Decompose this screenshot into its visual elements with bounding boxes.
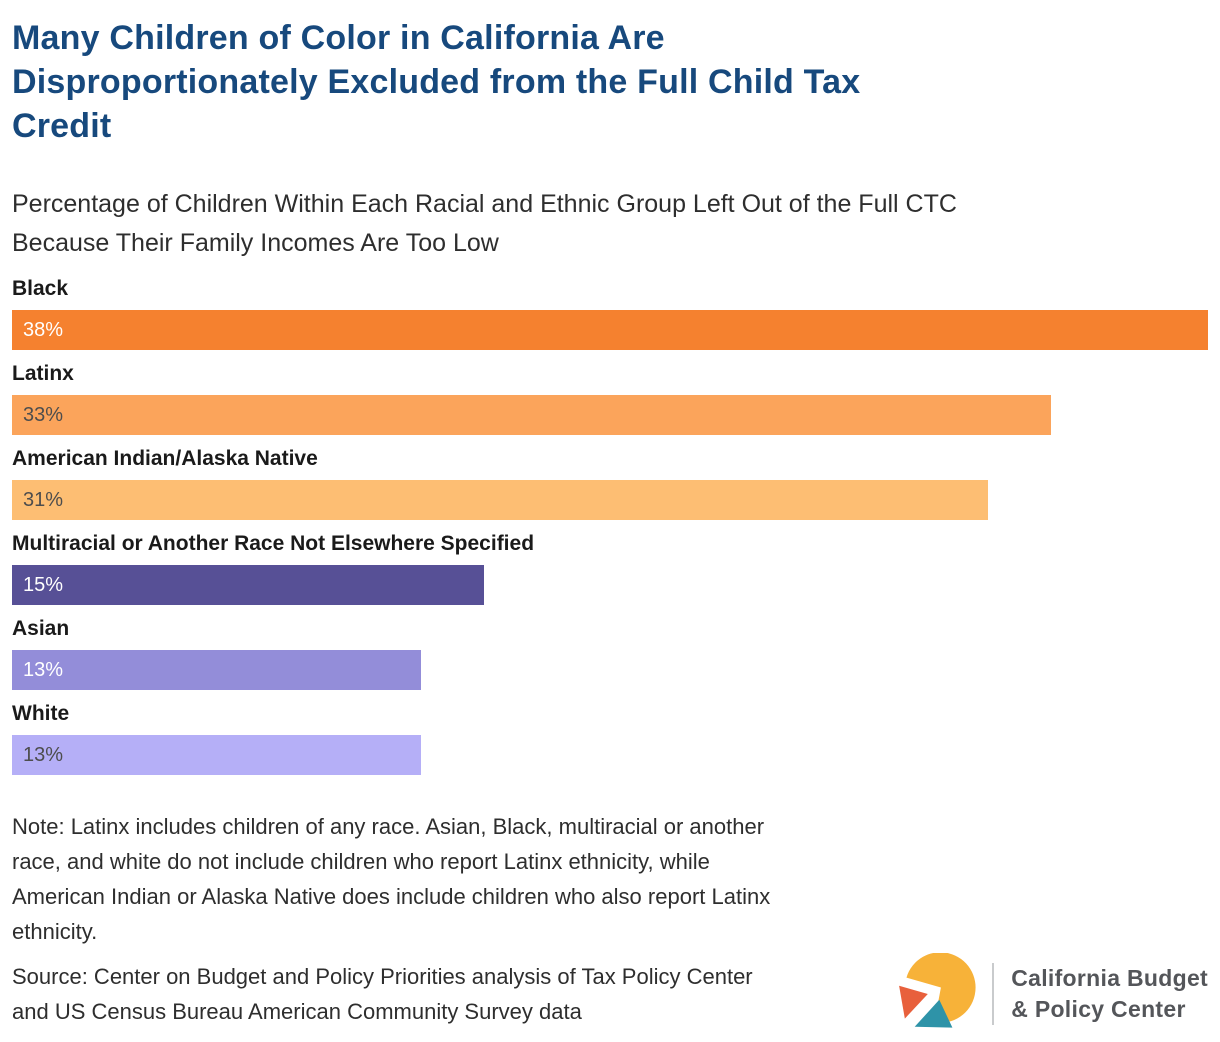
category-label: Multiracial or Another Race Not Elsewher… bbox=[12, 532, 535, 555]
category-label: Asian bbox=[12, 617, 70, 640]
bar-chart: Black 38% Latinx 33% American Indian/Alaska … bbox=[12, 276, 1208, 775]
category-label: Black bbox=[12, 277, 69, 300]
source-text: Source: Center on Budget and Policy Prio… bbox=[12, 964, 753, 1024]
category-label: American Indian/Alaska Native bbox=[12, 447, 318, 470]
value-label: 13% bbox=[23, 658, 64, 681]
bar-row: American Indian/Alaska Native 31% bbox=[12, 446, 1208, 520]
bar: 15% bbox=[12, 565, 485, 605]
logo-divider bbox=[992, 963, 995, 1025]
value-label: 13% bbox=[23, 743, 64, 766]
bar: 13% bbox=[12, 650, 422, 690]
bar: 13% bbox=[12, 735, 422, 775]
bar-row: White 13% bbox=[12, 701, 1208, 775]
value-label: 33% bbox=[23, 403, 64, 426]
value-label: 31% bbox=[23, 488, 64, 511]
note-text: Note: Latinx includes children of any ra… bbox=[12, 814, 771, 944]
bar-row: Black 38% bbox=[12, 276, 1208, 350]
category-label: Latinx bbox=[12, 362, 74, 385]
bar-row: Multiracial or Another Race Not Elsewher… bbox=[12, 531, 1208, 605]
category-label: White bbox=[12, 702, 70, 725]
chart-subtitle: Percentage of Children Within Each Racia… bbox=[12, 190, 957, 257]
value-label: 15% bbox=[23, 573, 64, 596]
value-label: 38% bbox=[23, 318, 64, 341]
bar: 38% bbox=[12, 310, 1208, 350]
footer: Source: Center on Budget and Policy Prio… bbox=[12, 953, 1208, 1035]
org-name: California Budget & Policy Center bbox=[1011, 965, 1208, 1022]
bar: 31% bbox=[12, 480, 988, 520]
pie-arrow-icon bbox=[899, 953, 976, 1028]
bar-row: Asian 13% bbox=[12, 616, 1208, 690]
org-logo: California Budget & Policy Center bbox=[895, 953, 1208, 1035]
bar-row: Latinx 33% bbox=[12, 361, 1208, 435]
page-title: Many Children of Color in California Are… bbox=[12, 19, 861, 145]
bar: 33% bbox=[12, 395, 1051, 435]
